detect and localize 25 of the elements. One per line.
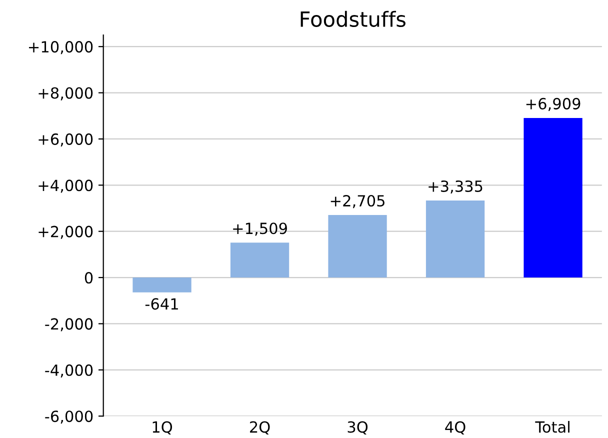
data-label: +6,909 (526, 98, 580, 112)
bar (328, 215, 387, 278)
bar (230, 242, 290, 278)
y-tick-label: +2,000 (38, 226, 93, 239)
bar (524, 118, 582, 278)
data-label: -641 (145, 298, 178, 310)
chart-title: Foodstuffs (300, 10, 406, 28)
x-tick-label: 1Q (152, 421, 172, 435)
x-tick-label: 2Q (250, 421, 270, 435)
data-label: +2,705 (330, 194, 384, 208)
bar (426, 200, 485, 278)
y-tick-label: -2,000 (45, 318, 93, 332)
y-tick-label: +10,000 (28, 41, 93, 54)
data-label: +1,509 (233, 222, 287, 236)
y-tick-label: -6,000 (45, 410, 93, 424)
x-tick-label: 3Q (348, 421, 368, 435)
y-tick-label: +8,000 (38, 87, 93, 100)
data-label: +3,335 (428, 180, 482, 194)
y-tick-label: 0 (84, 272, 93, 284)
bar (132, 278, 192, 292)
x-tick-label: 4Q (445, 421, 466, 435)
y-tick-label: +6,000 (38, 133, 93, 147)
x-tick-label: Total (535, 420, 570, 433)
y-tick-label: +4,000 (38, 180, 93, 193)
y-tick-label: -4,000 (45, 364, 93, 378)
